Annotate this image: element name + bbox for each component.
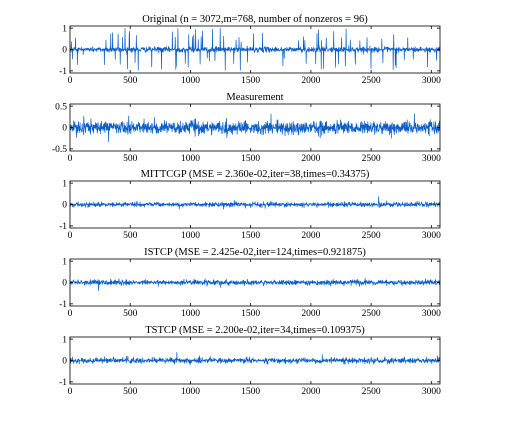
series-line bbox=[69, 27, 441, 71]
y-tick-label: 0 bbox=[62, 201, 67, 211]
subplot-1: Original (n = 3072,m=768, number of nonz… bbox=[59, 14, 441, 86]
y-tick-label: -1 bbox=[59, 378, 67, 388]
x-tick-label: 500 bbox=[123, 231, 138, 241]
y-tick-label: 1 bbox=[62, 335, 67, 345]
x-tick-label: 1500 bbox=[241, 309, 260, 319]
y-tick-label: -0.5 bbox=[52, 145, 67, 155]
subplot-title: MITTCGP (MSE = 2.360e-02,iter=38,times=0… bbox=[141, 169, 370, 180]
subplot-5: TSTCP (MSE = 2.200e-02,iter=34,times=0.1… bbox=[59, 325, 441, 397]
x-tick-label: 2000 bbox=[301, 231, 320, 241]
subplot-title: TSTCP (MSE = 2.200e-02,iter=34,times=0.1… bbox=[145, 325, 365, 336]
x-tick-label: 1500 bbox=[241, 76, 260, 86]
x-tick-label: 0 bbox=[68, 387, 73, 397]
x-tick-label: 0 bbox=[68, 231, 73, 241]
x-tick-label: 500 bbox=[123, 76, 138, 86]
x-tick-label: 0 bbox=[68, 154, 73, 164]
x-tick-label: 1000 bbox=[181, 387, 200, 397]
x-tick-label: 3000 bbox=[422, 387, 441, 397]
x-tick-label: 3000 bbox=[422, 76, 441, 86]
x-tick-label: 1000 bbox=[181, 154, 200, 164]
x-tick-label: 2500 bbox=[362, 309, 381, 319]
y-tick-label: 0 bbox=[62, 46, 67, 56]
subplot-title: Original (n = 3072,m=768, number of nonz… bbox=[142, 14, 368, 25]
x-tick-label: 3000 bbox=[422, 154, 441, 164]
series-line bbox=[69, 352, 441, 366]
y-tick-label: -1 bbox=[59, 67, 67, 77]
x-tick-label: 2000 bbox=[301, 387, 320, 397]
x-tick-label: 2000 bbox=[301, 309, 320, 319]
x-tick-label: 500 bbox=[123, 387, 138, 397]
x-tick-label: 2500 bbox=[362, 76, 381, 86]
x-tick-label: 2500 bbox=[362, 387, 381, 397]
x-tick-label: 2000 bbox=[301, 154, 320, 164]
series-line bbox=[69, 196, 441, 210]
y-tick-label: 0 bbox=[62, 279, 67, 289]
y-tick-label: 1 bbox=[62, 24, 67, 34]
x-tick-label: 0 bbox=[68, 76, 73, 86]
x-tick-label: 3000 bbox=[422, 309, 441, 319]
series-line bbox=[69, 277, 441, 292]
subplot-3: MITTCGP (MSE = 2.360e-02,iter=38,times=0… bbox=[59, 169, 441, 241]
y-tick-label: 0 bbox=[62, 357, 67, 367]
x-tick-label: 2500 bbox=[362, 154, 381, 164]
x-tick-label: 2000 bbox=[301, 76, 320, 86]
x-tick-label: 1000 bbox=[181, 231, 200, 241]
series-line bbox=[69, 113, 441, 143]
y-tick-label: 0.5 bbox=[55, 102, 67, 112]
subplot-4: ISTCP (MSE = 2.425e-02,iter=124,times=0.… bbox=[59, 247, 441, 319]
y-tick-label: 1 bbox=[62, 179, 67, 189]
x-tick-label: 1000 bbox=[181, 309, 200, 319]
x-tick-label: 1500 bbox=[241, 154, 260, 164]
subplot-title: Measurement bbox=[226, 92, 283, 103]
x-tick-label: 1500 bbox=[241, 231, 260, 241]
y-tick-label: 0 bbox=[62, 124, 67, 134]
x-tick-label: 3000 bbox=[422, 231, 441, 241]
subplot-title: ISTCP (MSE = 2.425e-02,iter=124,times=0.… bbox=[144, 247, 366, 258]
y-tick-label: -1 bbox=[59, 300, 67, 310]
y-tick-label: -1 bbox=[59, 222, 67, 232]
x-tick-label: 1500 bbox=[241, 387, 260, 397]
x-tick-label: 0 bbox=[68, 309, 73, 319]
y-tick-label: 1 bbox=[62, 257, 67, 267]
x-tick-label: 2500 bbox=[362, 231, 381, 241]
x-tick-label: 1000 bbox=[181, 76, 200, 86]
x-tick-label: 500 bbox=[123, 309, 138, 319]
x-tick-label: 500 bbox=[123, 154, 138, 164]
